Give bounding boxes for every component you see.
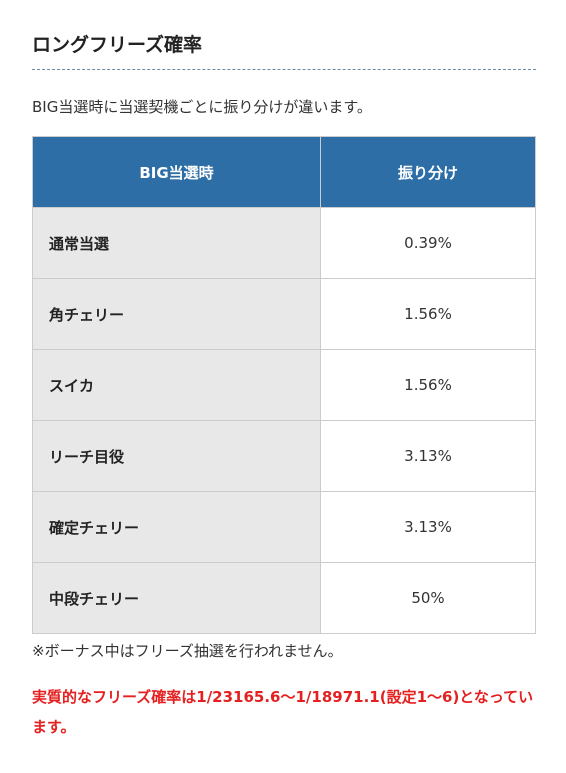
row-value: 3.13%	[320, 491, 536, 563]
note: ※ボーナス中はフリーズ抽選を行われません。	[32, 642, 343, 660]
table-body: 通常当選 0.39% 角チェリー 1.56% スイカ 1.56% リーチ目役 3.13% 確定チ…	[32, 207, 536, 634]
row-value: 3.13%	[320, 420, 536, 492]
row-label: スイカ	[32, 349, 321, 421]
row-label: 通常当選	[32, 207, 321, 279]
table: BIG当選時 振り分け 通常当選 0.39% 角チェリー 1.56% スイカ 1.56% リ…	[32, 136, 536, 634]
row-label: 確定チェリー	[32, 491, 321, 563]
title: ロングフリーズ確率	[32, 30, 536, 70]
row-label: 角チェリー	[32, 278, 321, 350]
row-value: 0.39%	[320, 207, 536, 279]
row-label: リーチ目役	[32, 420, 321, 492]
intro: BIG当選時に当選契機ごとに振り分けが違います。	[32, 98, 372, 116]
row-label: 中段チェリー	[32, 562, 321, 634]
row: スイカ 1.56%	[32, 349, 536, 421]
row: 通常当選 0.39%	[32, 207, 536, 279]
row-value: 1.56%	[320, 349, 536, 421]
highlight: 実質的なフリーズ確率は1/23165.6～1/18971.1(設定1～6)となっ…	[32, 688, 534, 736]
row: 確定チェリー 3.13%	[32, 491, 536, 563]
row: リーチ目役 3.13%	[32, 420, 536, 492]
row: 中段チェリー 50%	[32, 562, 536, 634]
row-value: 50%	[320, 562, 536, 634]
row: 角チェリー 1.56%	[32, 278, 536, 350]
row-value: 1.56%	[320, 278, 536, 350]
header-row: BIG当選時 振り分け	[32, 136, 536, 208]
header-cell: 振り分け	[320, 136, 536, 208]
header-cell: BIG当選時	[32, 136, 321, 208]
